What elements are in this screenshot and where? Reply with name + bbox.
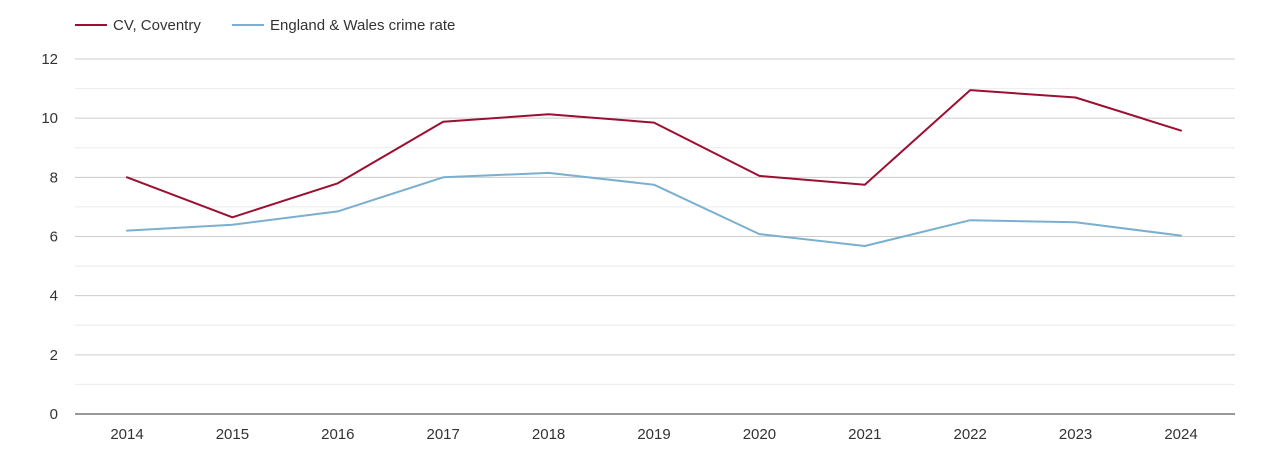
series-line-0 bbox=[126, 89, 1182, 219]
series-line-1 bbox=[126, 171, 1182, 247]
series-lines bbox=[126, 89, 1182, 247]
x-tick-label: 2019 bbox=[637, 426, 670, 443]
y-tick-label: 6 bbox=[50, 229, 58, 246]
x-tick-label: 2017 bbox=[427, 426, 460, 443]
x-tick-label: 2024 bbox=[1164, 426, 1197, 443]
axes: 0 2 4 6 8 10 12 2014 2015 2016 2017 2018 2019 2020 202… bbox=[41, 51, 1235, 443]
x-tick-label: 2023 bbox=[1059, 426, 1092, 443]
y-tick-label: 2 bbox=[50, 347, 58, 364]
y-tick-label: 10 bbox=[41, 110, 58, 127]
x-tick-label: 2014 bbox=[110, 426, 143, 443]
y-tick-label: 4 bbox=[50, 288, 58, 305]
y-tick-label: 8 bbox=[50, 169, 58, 186]
x-tick-label: 2021 bbox=[848, 426, 881, 443]
x-tick-label: 2022 bbox=[954, 426, 987, 443]
x-tick-label: 2016 bbox=[321, 426, 354, 443]
x-tick-label: 2020 bbox=[743, 426, 776, 443]
legend-label: CV, Coventry bbox=[113, 17, 201, 34]
x-tick-label: 2018 bbox=[532, 426, 565, 443]
y-tick-label: 12 bbox=[41, 51, 58, 68]
grid-lines bbox=[75, 58, 1235, 385]
x-tick-label: 2015 bbox=[216, 426, 249, 443]
y-tick-label: 0 bbox=[50, 406, 58, 423]
legend-label: England & Wales crime rate bbox=[270, 17, 455, 34]
legend: CV, Coventry England & Wales crime rate bbox=[75, 17, 455, 34]
